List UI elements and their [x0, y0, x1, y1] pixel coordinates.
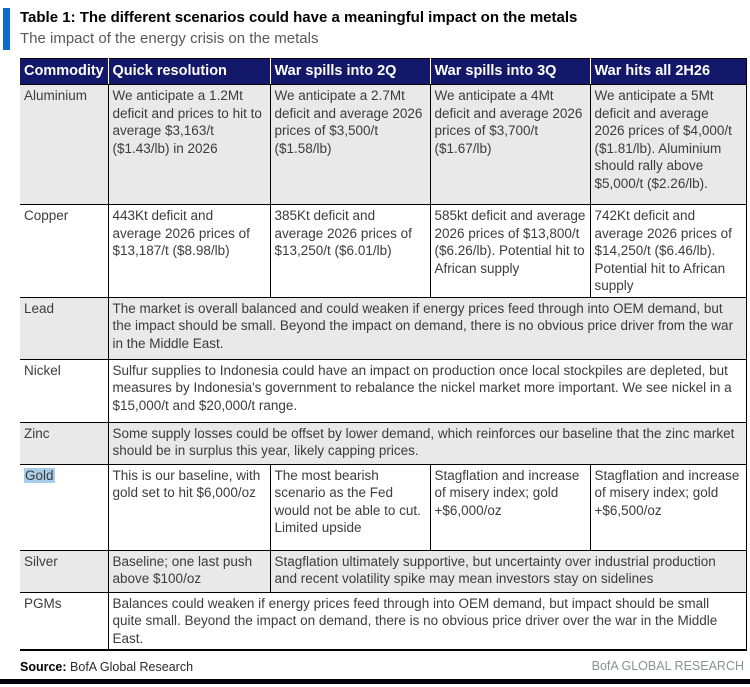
table-row: Zinc Some supply losses could be offset … — [20, 421, 747, 465]
header-row: Commodity Quick resolution War spills in… — [20, 58, 747, 86]
table-row: Gold This is our baseline, with gold set… — [20, 463, 747, 551]
scenario-cell: 443Kt deficit and average 2026 prices of… — [107, 204, 271, 298]
table-title: Table 1: The different scenarios could h… — [20, 9, 578, 26]
table-row: Aluminium We anticipate a 1.2Mt deficit … — [20, 84, 747, 206]
table-row: Nickel Sulfur supplies to Indonesia coul… — [20, 358, 747, 423]
scenario-cell: This is our baseline, with gold set to h… — [107, 463, 271, 551]
scenario-cell: We anticipate a 5Mt deficit and average … — [589, 84, 747, 206]
commodity-cell: Silver — [20, 549, 109, 593]
commodity-cell: Copper — [20, 204, 109, 298]
brand-text: BofA GLOBAL RESEARCH — [591, 659, 744, 673]
commodity-cell: Aluminium — [20, 84, 109, 206]
column-header-commodity: Commodity — [20, 58, 109, 86]
scenario-cell: The most bearish scenario as the Fed wou… — [269, 463, 431, 551]
table-row: Lead The market is overall balanced and … — [20, 296, 747, 360]
commodity-cell: Lead — [20, 296, 109, 360]
column-header-quick-resolution: Quick resolution — [108, 58, 271, 86]
accent-bar — [3, 8, 10, 50]
gold-selection-highlight[interactable]: Gold — [24, 467, 55, 483]
scenario-cell-span: Stagflation ultimately supportive, but u… — [269, 549, 747, 593]
scenario-cell: 585kt deficit and average 2026 prices of… — [429, 204, 591, 298]
scenario-cell: We anticipate a 4Mt deficit and average … — [429, 84, 591, 206]
source-label: Source: — [20, 660, 67, 675]
commodity-cell: Gold — [20, 463, 109, 551]
scenario-cell: 742Kt deficit and average 2026 prices of… — [589, 204, 747, 298]
scenario-cell: Stagflation and increase of misery index… — [589, 463, 747, 551]
scenario-cell-span: Sulfur supplies to Indonesia could have … — [107, 358, 747, 423]
bottom-bar — [0, 679, 750, 684]
column-header-war-2h26: War hits all 2H26 — [590, 58, 747, 86]
table-row: Copper 443Kt deficit and average 2026 pr… — [20, 204, 747, 298]
scenario-cell-span: The market is overall balanced and could… — [107, 296, 747, 360]
scenario-cell: We anticipate a 2.7Mt deficit and averag… — [269, 84, 431, 206]
scenario-cell: Baseline; one last push above $100/oz — [107, 549, 271, 593]
source-line: Source: BofA Global Research — [20, 660, 750, 674]
table-subtitle: The impact of the energy crisis on the m… — [20, 29, 319, 47]
scenario-cell-span: Some supply losses could be offset by lo… — [107, 421, 747, 465]
scenario-cell: Stagflation and increase of misery index… — [429, 463, 591, 551]
commodity-cell: Zinc — [20, 421, 109, 465]
scenario-cell: We anticipate a 1.2Mt deficit and prices… — [107, 84, 271, 206]
table-row: Silver Baseline; one last push above $10… — [20, 549, 747, 593]
scenario-cell-span: Balances could weaken if energy prices f… — [107, 591, 747, 652]
commodity-cell: Nickel — [20, 358, 109, 423]
scenario-table: Commodity Quick resolution War spills in… — [20, 58, 747, 652]
column-header-war-3q: War spills into 3Q — [430, 58, 591, 86]
scenario-cell: 385Kt deficit and average 2026 prices of… — [269, 204, 431, 298]
source-text: BofA Global Research — [70, 660, 194, 675]
table-header-area: Table 1: The different scenarios could h… — [0, 0, 750, 50]
column-header-war-2q: War spills into 2Q — [270, 58, 431, 86]
commodity-cell: PGMs — [20, 591, 109, 652]
table-row: PGMs Balances could weaken if energy pri… — [20, 591, 747, 652]
